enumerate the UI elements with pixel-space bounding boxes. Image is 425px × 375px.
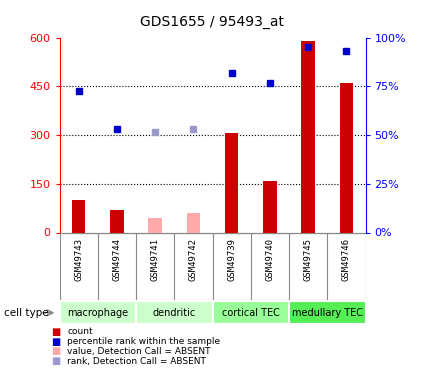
Bar: [340, 83, 353, 232]
Text: GSM49740: GSM49740: [265, 238, 275, 281]
Bar: [225, 134, 238, 232]
Text: ■: ■: [51, 356, 60, 366]
Text: cortical TEC: cortical TEC: [222, 308, 280, 318]
Bar: [301, 41, 315, 232]
Text: GSM49744: GSM49744: [112, 238, 122, 281]
Bar: [187, 213, 200, 232]
Bar: [72, 200, 85, 232]
Text: ■: ■: [51, 337, 60, 346]
Text: value, Detection Call = ABSENT: value, Detection Call = ABSENT: [67, 347, 211, 356]
Text: dendritic: dendritic: [153, 308, 196, 318]
Text: macrophage: macrophage: [67, 308, 128, 318]
Bar: [136, 301, 212, 324]
Text: GSM49745: GSM49745: [303, 238, 313, 281]
Bar: [60, 301, 136, 324]
Text: medullary TEC: medullary TEC: [292, 308, 363, 318]
Text: ■: ■: [51, 346, 60, 356]
Text: GSM49741: GSM49741: [150, 238, 160, 281]
Bar: [212, 301, 289, 324]
Text: cell type: cell type: [4, 308, 49, 318]
Bar: [289, 301, 366, 324]
Text: count: count: [67, 327, 93, 336]
Text: GSM49746: GSM49746: [342, 238, 351, 281]
Text: percentile rank within the sample: percentile rank within the sample: [67, 337, 220, 346]
Bar: [148, 218, 162, 232]
Text: GSM49742: GSM49742: [189, 238, 198, 281]
Bar: [263, 180, 277, 232]
Text: rank, Detection Call = ABSENT: rank, Detection Call = ABSENT: [67, 357, 206, 366]
Text: GDS1655 / 95493_at: GDS1655 / 95493_at: [141, 15, 284, 29]
Text: GSM49739: GSM49739: [227, 238, 236, 281]
Text: GSM49743: GSM49743: [74, 238, 83, 281]
Text: ■: ■: [51, 327, 60, 337]
Bar: [110, 210, 124, 232]
